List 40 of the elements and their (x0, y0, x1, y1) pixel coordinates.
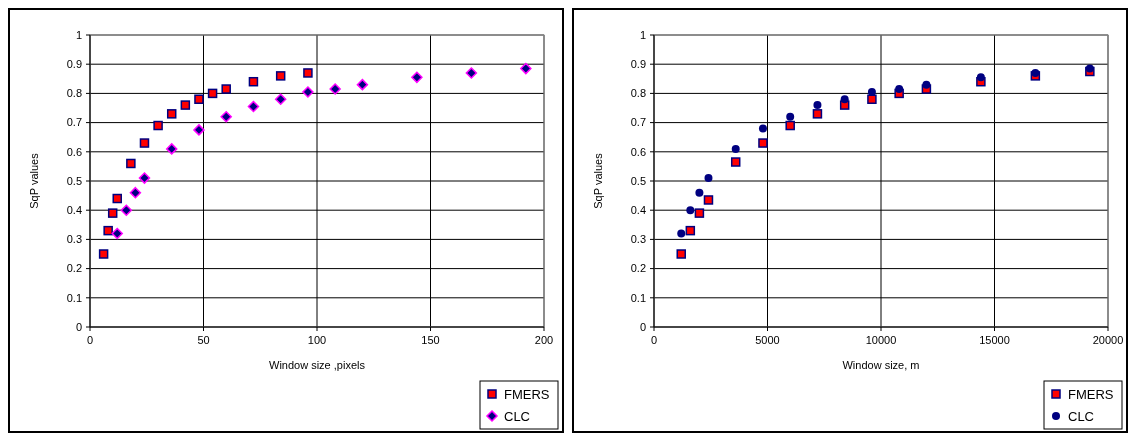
y-tick-label: 0.9 (66, 58, 82, 71)
y-tick-label: 0 (639, 320, 646, 333)
x-tick-label: 10000 (865, 334, 897, 346)
x-tick-label: 0 (86, 334, 94, 346)
y-tick-label: 1 (75, 28, 82, 41)
x-axis-title: Window size, m (842, 359, 920, 371)
legend-label: CLC (1068, 408, 1095, 424)
legend-label: FMERS (1068, 386, 1114, 402)
y-tick-label: 0.4 (630, 204, 646, 217)
y-tick-label: 0.7 (630, 116, 646, 129)
y-axis-title: SqP values (592, 152, 604, 209)
x-axis-title: Window size ,pixels (269, 359, 366, 371)
y-tick-label: 0.8 (66, 87, 82, 100)
y-tick-label: 0.6 (66, 145, 82, 158)
x-tick-label: 200 (534, 334, 554, 346)
x-tick-label: 0 (650, 334, 658, 346)
y-tick-label: 0.9 (630, 58, 646, 71)
y-tick-label: 0.2 (630, 262, 646, 275)
y-tick-label: 0.8 (630, 87, 646, 100)
y-tick-label: 0.2 (66, 262, 82, 275)
y-tick-label: 0 (75, 320, 82, 333)
y-tick-label: 1 (639, 28, 646, 41)
y-tick-label: 0.1 (630, 291, 646, 304)
y-tick-label: 0.4 (66, 204, 82, 217)
y-axis-title: SqP values (28, 152, 40, 209)
x-tick-label: 5000 (755, 334, 780, 346)
y-tick-label: 0.5 (630, 174, 646, 187)
y-tick-label: 0.3 (630, 233, 646, 246)
y-tick-label: 0.1 (66, 291, 82, 304)
y-tick-label: 0.6 (630, 145, 646, 158)
x-tick-label: 150 (421, 334, 440, 346)
legend-label: CLC (504, 408, 531, 424)
y-tick-label: 0.3 (66, 233, 82, 246)
x-tick-label: 20000 (1092, 334, 1124, 346)
x-tick-label: 50 (197, 334, 210, 346)
legend-label: FMERS (504, 386, 550, 402)
x-tick-label: 15000 (979, 334, 1010, 346)
y-tick-label: 0.7 (66, 116, 82, 129)
x-tick-label: 100 (307, 334, 327, 346)
y-tick-label: 0.5 (66, 174, 82, 187)
